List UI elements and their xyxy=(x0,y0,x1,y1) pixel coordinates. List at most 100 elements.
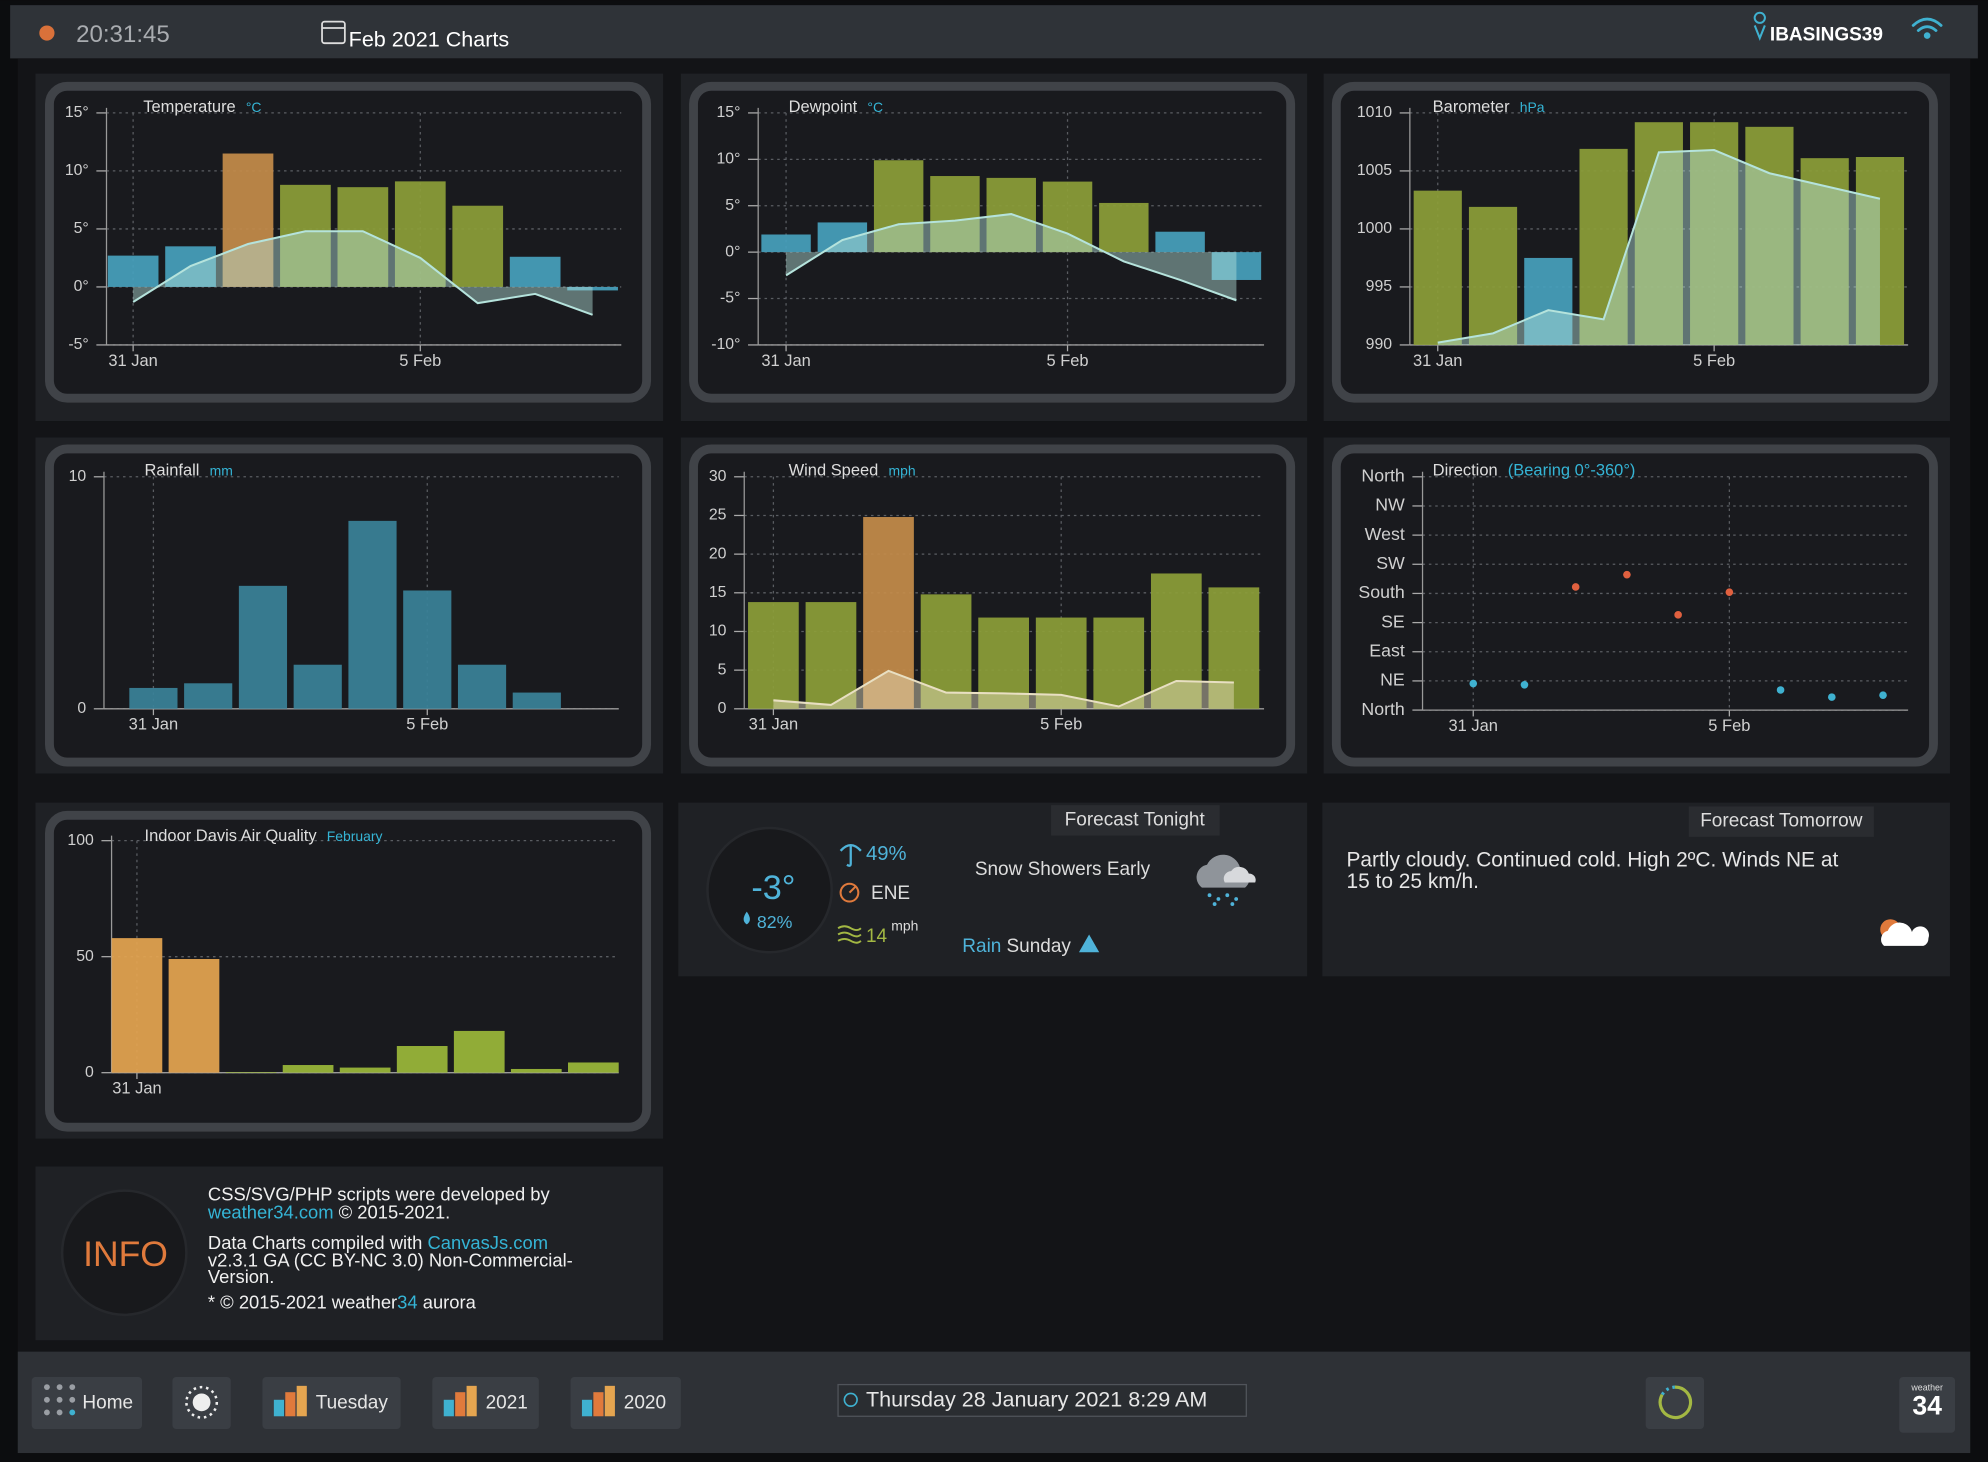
chart-title: Wind Speed mph xyxy=(789,462,916,480)
location-pin xyxy=(1753,11,1766,41)
bar xyxy=(282,1065,334,1073)
bar xyxy=(111,938,163,1073)
bar xyxy=(168,958,220,1073)
logo-small: weather xyxy=(1910,1383,1943,1393)
point xyxy=(1520,681,1529,689)
x-tick-label: 5 Feb xyxy=(399,352,441,370)
x-tick-label: 5 Feb xyxy=(406,716,448,734)
y-tick-label: North xyxy=(1361,699,1404,719)
button-label[interactable]: Tuesday xyxy=(316,1393,389,1414)
chart: -10° -5° 0° 5° 10° 15° 31 Jan 5 Feb Dewpoint °C xyxy=(680,73,1308,422)
point xyxy=(1725,588,1734,596)
button-label[interactable]: 2021 xyxy=(486,1393,528,1414)
line xyxy=(132,230,593,316)
bar xyxy=(1208,587,1260,709)
chart: 0 10 31 Jan 5 Feb Rainfall mm xyxy=(35,437,664,774)
chart: 990 995 1000 1005 1010 31 Jan 5 Feb Barometer hP… xyxy=(1323,73,1950,422)
info-badge: INFO xyxy=(83,1234,168,1274)
bar xyxy=(1579,148,1628,345)
bar xyxy=(225,1071,277,1073)
title-text: Wind Speed xyxy=(789,462,879,480)
y-tick-label: 0 xyxy=(85,1064,94,1081)
refresh-icon-part xyxy=(1660,1385,1676,1396)
info-link: CanvasJs.com xyxy=(428,1232,549,1253)
bar xyxy=(403,590,452,709)
forecast-title-box xyxy=(1688,806,1874,837)
y-tick-label: 25 xyxy=(709,507,727,524)
bar xyxy=(453,1030,505,1073)
refresh-button[interactable] xyxy=(1645,1376,1704,1429)
x-tick-label: 31 Jan xyxy=(761,352,810,370)
x-tick-label: 5 Feb xyxy=(1708,717,1750,735)
datetime: Thursday 28 January 2021 8:29 AM xyxy=(866,1387,1207,1412)
y-tick-label: 15° xyxy=(65,104,89,121)
x-tick-label: 5 Feb xyxy=(1046,352,1088,370)
info-text: * © 2015-2021 weather xyxy=(208,1291,397,1312)
area xyxy=(133,231,593,315)
info-text: v2.3.1 GA (CC BY-NC 3.0) Non-Commercial- xyxy=(208,1249,573,1270)
bar xyxy=(1745,126,1794,345)
chart-title: Rainfall mm xyxy=(145,462,233,480)
partly-cloudy-icon xyxy=(1880,919,1929,946)
bar xyxy=(509,256,561,287)
chart: North NE East SE South SW West NW North 31 Jan 5 F… xyxy=(1323,437,1950,774)
title-text: Dewpoint xyxy=(789,98,858,116)
station-id: IBASINGS39 xyxy=(1770,25,1883,46)
info-text: CSS/SVG/PHP scripts were developed bywea… xyxy=(207,1184,573,1313)
bar xyxy=(394,181,446,287)
bar xyxy=(1855,157,1905,345)
tomorrow-line: 15 to 25 km/h. xyxy=(1346,870,1478,893)
chart: -5° 0° 5° 10° 15° 31 Jan 5 Feb Temperature °C xyxy=(35,73,664,422)
bar xyxy=(930,176,980,253)
title-unit: mph xyxy=(888,462,915,478)
x-tick-label: 31 Jan xyxy=(112,1080,161,1098)
y-tick-label: West xyxy=(1365,524,1405,544)
point xyxy=(1469,679,1478,688)
info-link: 34 xyxy=(397,1291,417,1312)
info-text: © 2015-2021. xyxy=(334,1201,451,1222)
y-tick-label: 0° xyxy=(74,278,89,295)
bar xyxy=(1099,202,1149,253)
y-tick-label: 1005 xyxy=(1357,162,1392,179)
chart: 0 5 10 15 20 25 30 31 Jan 5 Feb Wind Speed mph xyxy=(680,437,1308,774)
y-tick-label: -10° xyxy=(711,336,740,353)
title-text: Barometer xyxy=(1433,98,1510,116)
wind-icon xyxy=(837,925,862,944)
area xyxy=(773,670,1234,709)
point xyxy=(1674,611,1682,619)
button-label[interactable]: Home xyxy=(82,1393,133,1414)
button-label[interactable]: 2020 xyxy=(624,1393,666,1414)
home-icon xyxy=(43,1384,76,1416)
tonight-wind-unit: mph xyxy=(891,918,918,934)
chart-icon xyxy=(443,1385,477,1417)
info-line: CSS/SVG/PHP scripts were developed by xyxy=(208,1184,551,1205)
bar xyxy=(817,222,868,253)
title-text: Temperature xyxy=(143,98,235,116)
forecast-tonight-title: Forecast Tonight xyxy=(1065,809,1206,830)
y-tick-label: 5° xyxy=(725,197,740,214)
y-tick-label: 1000 xyxy=(1357,220,1392,237)
x-tick-label: 31 Jan xyxy=(749,716,798,734)
x-tick-label: 5 Feb xyxy=(1040,716,1082,734)
title-text: Direction xyxy=(1433,462,1498,480)
line xyxy=(785,213,1237,302)
y-tick-label: SE xyxy=(1381,611,1405,631)
bar xyxy=(1690,122,1739,345)
bar xyxy=(510,1068,562,1073)
bar xyxy=(567,286,618,291)
info-circle xyxy=(60,1189,188,1317)
footer: Home Tuesday 2021 2020 Thursday 28 Janua… xyxy=(31,1376,1956,1433)
y-tick-label: 15° xyxy=(716,104,740,121)
alert-icon xyxy=(1078,934,1100,953)
bar xyxy=(222,153,274,287)
tonight-rain-chance: 49% xyxy=(866,843,907,865)
y-tick-label: 1010 xyxy=(1357,104,1392,121)
tonight-wind-speed: 14 xyxy=(866,926,888,947)
page-title: Feb 2021 Charts xyxy=(349,26,510,51)
y-tick-label: 5° xyxy=(74,220,89,237)
bar xyxy=(238,585,288,709)
info-line: * © 2015-2021 weather34 aurora xyxy=(208,1291,477,1312)
bar xyxy=(805,602,857,709)
bar xyxy=(1634,122,1683,345)
